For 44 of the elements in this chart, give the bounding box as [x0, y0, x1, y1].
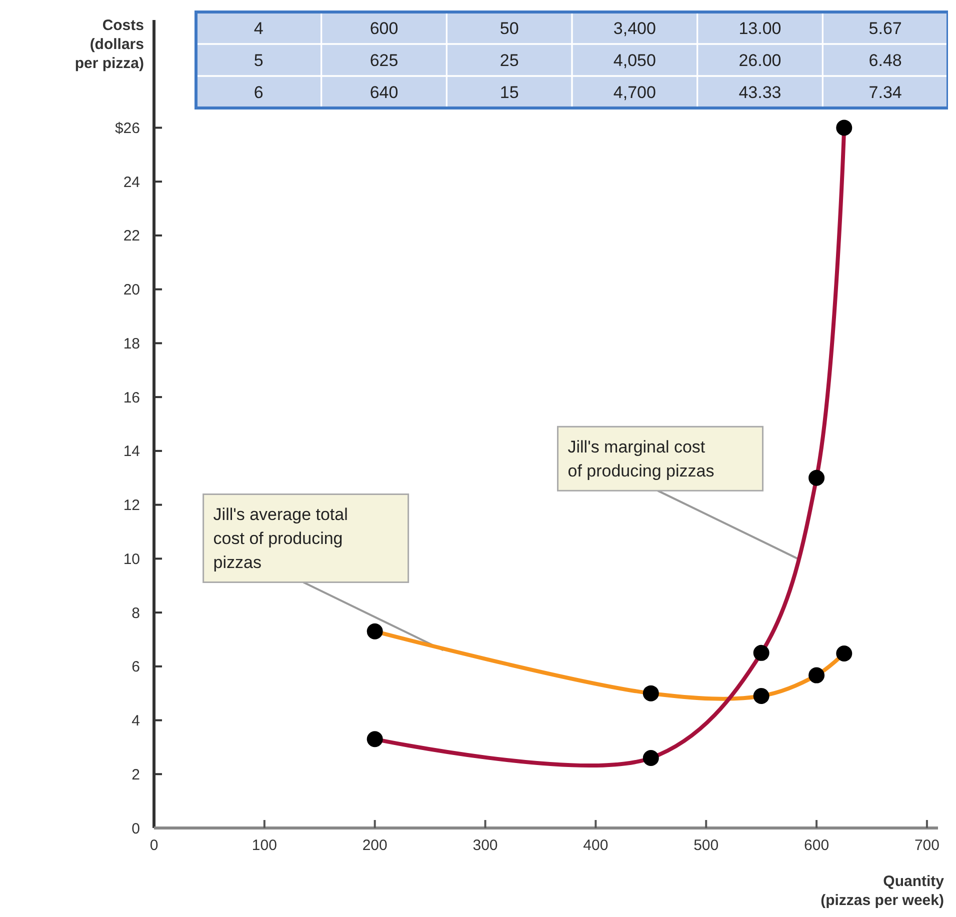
y-tick-label: 6 — [132, 658, 140, 676]
y-tick-label: 2 — [132, 766, 140, 784]
annotation: Jill's marginal cost of producing pizzas — [568, 438, 714, 481]
y-tick-label: 14 — [123, 443, 140, 460]
annotation: 13.00 — [738, 18, 782, 38]
annotation: 50 — [500, 18, 519, 38]
annotation: Jill's average total cost of producing pizzas — [213, 505, 348, 572]
annotation: 26.00 — [738, 50, 782, 70]
annotation: 600 — [370, 18, 398, 38]
y-tick-label: 0 — [132, 820, 140, 838]
annotation: 6 — [254, 82, 264, 102]
y-tick-label: 16 — [123, 389, 140, 406]
x-tick-label: 200 — [362, 837, 388, 854]
x-tick-label: 500 — [694, 837, 719, 854]
x-tick-label: 400 — [583, 837, 608, 854]
annotation: 6.48 — [868, 50, 902, 70]
x-axis-title: Quantity (pizzas per week) — [820, 873, 945, 909]
y-tick-label: 8 — [132, 604, 140, 622]
x-tick-label: 0 — [150, 837, 158, 854]
x-tick-label: 700 — [914, 837, 940, 854]
y-tick-label: 22 — [123, 228, 140, 245]
annotation: 7.34 — [868, 82, 902, 102]
annotation: 43.33 — [738, 82, 782, 102]
y-tick-label: 18 — [123, 335, 140, 352]
annotation: 625 — [370, 50, 398, 70]
annotation: 4,700 — [613, 82, 656, 102]
y-tick-label: 20 — [123, 282, 140, 299]
x-tick-label: 300 — [472, 837, 498, 854]
y-tick-label: 12 — [123, 497, 140, 514]
x-tick-label: 600 — [804, 837, 830, 854]
y-tick-label: 4 — [132, 712, 140, 730]
x-tick-label: 100 — [252, 837, 277, 854]
y-tick-label: 24 — [123, 174, 140, 191]
y-axis-title: Costs (dollars per pizza) — [74, 17, 144, 72]
y-tick-label: 10 — [123, 550, 140, 568]
annotation: 640 — [370, 82, 398, 102]
annotation: 3,400 — [613, 18, 656, 38]
annotation: 5 — [254, 50, 264, 70]
annotation: 15 — [500, 82, 519, 102]
annotation: 5.67 — [868, 18, 902, 38]
y-tick-label: $26 — [114, 120, 140, 137]
annotation: 4 — [254, 18, 264, 38]
annotation: 25 — [500, 50, 519, 70]
annotation: 4,050 — [613, 50, 656, 70]
